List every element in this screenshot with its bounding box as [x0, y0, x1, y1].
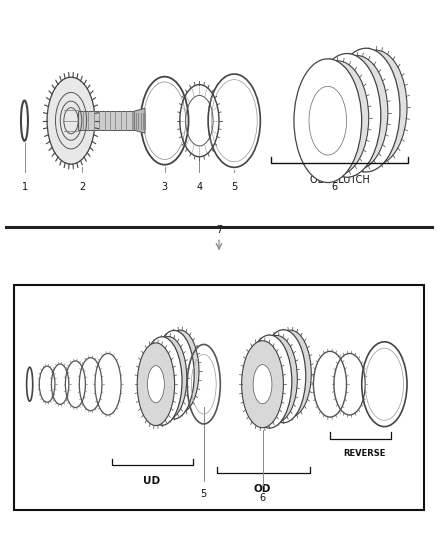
Ellipse shape: [162, 330, 199, 413]
Text: 1: 1: [22, 182, 28, 192]
Ellipse shape: [325, 55, 388, 170]
Text: 5: 5: [201, 489, 207, 499]
Text: OD: OD: [254, 484, 271, 494]
Text: 4: 4: [196, 182, 202, 192]
Ellipse shape: [306, 61, 369, 175]
Polygon shape: [134, 108, 145, 133]
Text: UD: UD: [143, 476, 160, 486]
Ellipse shape: [137, 343, 175, 425]
Text: 6: 6: [331, 182, 337, 192]
Ellipse shape: [347, 76, 385, 144]
Ellipse shape: [294, 59, 362, 182]
Text: REVERSE: REVERSE: [344, 449, 386, 458]
Ellipse shape: [313, 53, 381, 177]
Polygon shape: [78, 111, 134, 130]
Ellipse shape: [360, 79, 391, 136]
Text: 7: 7: [216, 225, 222, 235]
Ellipse shape: [269, 330, 311, 417]
Text: 3: 3: [162, 182, 168, 192]
Ellipse shape: [332, 49, 400, 172]
Ellipse shape: [281, 354, 300, 393]
Ellipse shape: [160, 359, 177, 397]
Ellipse shape: [172, 353, 189, 390]
Text: 2: 2: [79, 182, 85, 192]
Ellipse shape: [267, 359, 286, 399]
Ellipse shape: [255, 335, 297, 422]
Ellipse shape: [149, 336, 187, 419]
Text: 6: 6: [259, 493, 265, 503]
Ellipse shape: [148, 366, 164, 403]
Ellipse shape: [242, 341, 283, 427]
Ellipse shape: [328, 81, 366, 150]
Ellipse shape: [253, 365, 272, 404]
Ellipse shape: [309, 86, 346, 155]
Ellipse shape: [154, 330, 194, 419]
FancyBboxPatch shape: [14, 285, 424, 511]
Text: OD  CLUTCH: OD CLUTCH: [310, 175, 370, 185]
Ellipse shape: [261, 330, 306, 423]
Ellipse shape: [150, 354, 174, 408]
Text: 5: 5: [231, 182, 237, 192]
Ellipse shape: [162, 348, 186, 401]
Ellipse shape: [256, 353, 283, 410]
Ellipse shape: [344, 50, 407, 165]
Ellipse shape: [322, 90, 353, 147]
Ellipse shape: [270, 348, 297, 405]
Ellipse shape: [47, 77, 95, 164]
Ellipse shape: [142, 337, 182, 425]
Ellipse shape: [341, 84, 372, 141]
Ellipse shape: [247, 335, 292, 428]
